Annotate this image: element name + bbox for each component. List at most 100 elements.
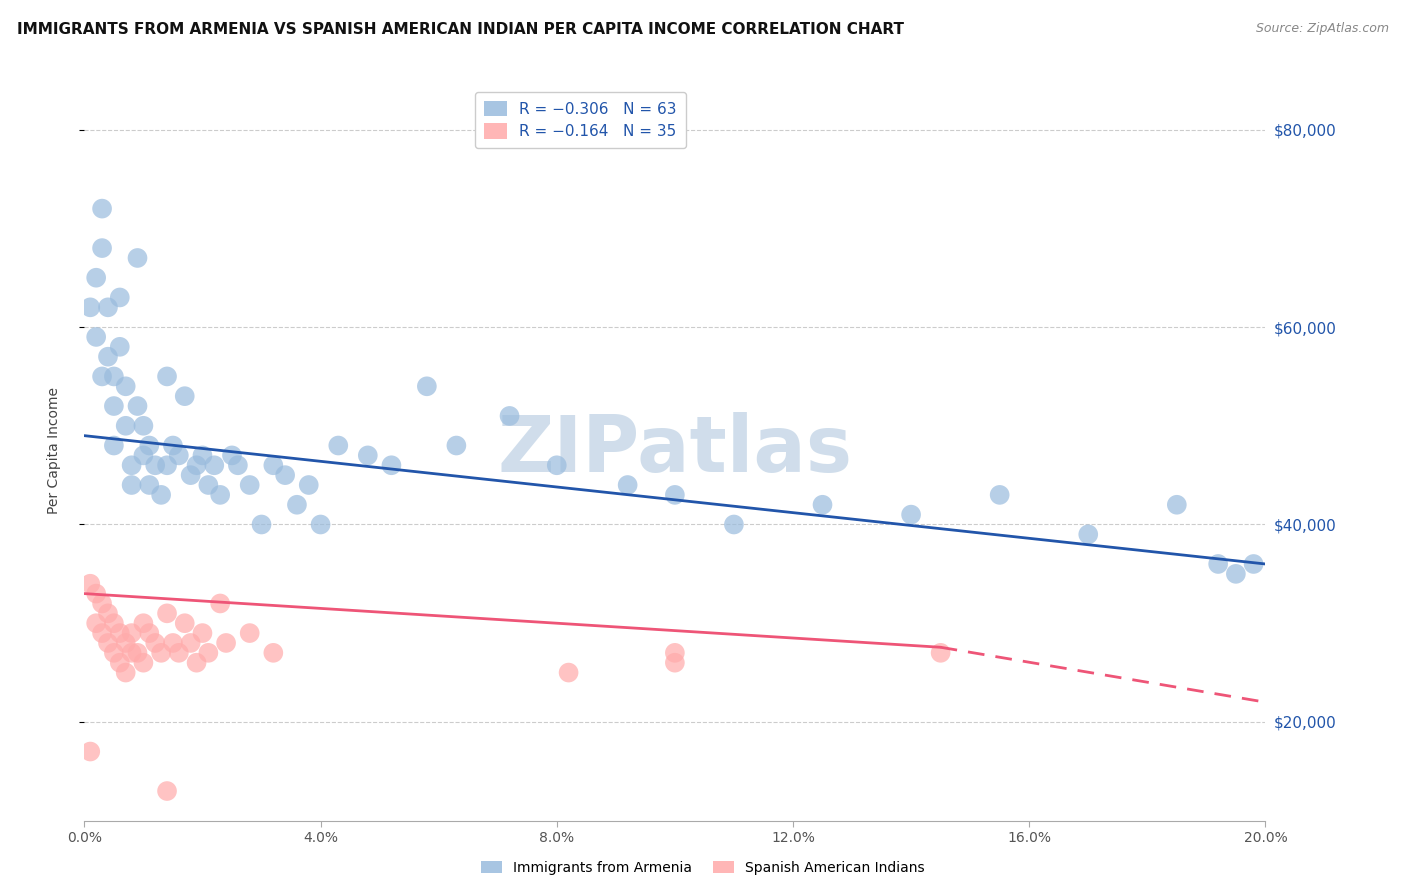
Point [380, 458, 402, 473]
Point [215, 636, 238, 650]
Point [173, 616, 195, 631]
Point [298, 478, 321, 492]
Point [97, 350, 120, 364]
Point [121, 478, 143, 492]
Point [1243, 557, 1265, 571]
Point [132, 449, 155, 463]
Point [132, 656, 155, 670]
Point [186, 458, 208, 473]
Point [121, 458, 143, 473]
Point [162, 636, 184, 650]
Point [191, 626, 214, 640]
Point [103, 438, 125, 452]
Point [156, 458, 179, 473]
Point [557, 665, 579, 680]
Point [197, 478, 219, 492]
Point [79, 745, 101, 759]
Point [156, 784, 179, 798]
Point [723, 517, 745, 532]
Point [114, 636, 136, 650]
Point [79, 301, 101, 315]
Point [167, 646, 190, 660]
Point [108, 340, 131, 354]
Point [416, 379, 439, 393]
Point [664, 488, 686, 502]
Point [285, 498, 308, 512]
Point [121, 646, 143, 660]
Point [929, 646, 952, 660]
Point [132, 418, 155, 433]
Point [274, 468, 297, 483]
Point [84, 270, 107, 285]
Point [167, 449, 190, 463]
Point [156, 607, 179, 621]
Point [239, 626, 262, 640]
Point [127, 399, 149, 413]
Point [988, 488, 1011, 502]
Point [91, 369, 114, 384]
Y-axis label: Per Capita Income: Per Capita Income [46, 387, 60, 514]
Point [150, 646, 173, 660]
Point [138, 478, 160, 492]
Point [127, 251, 149, 265]
Point [1166, 498, 1188, 512]
Point [91, 241, 114, 255]
Point [1206, 557, 1229, 571]
Point [108, 290, 131, 304]
Point [103, 369, 125, 384]
Point [546, 458, 568, 473]
Point [357, 449, 380, 463]
Point [97, 301, 120, 315]
Point [328, 438, 350, 452]
Point [209, 488, 232, 502]
Point [498, 409, 520, 423]
Point [221, 449, 243, 463]
Point [138, 438, 160, 452]
Text: ZIPatlas: ZIPatlas [498, 412, 852, 489]
Point [197, 646, 219, 660]
Point [226, 458, 249, 473]
Point [103, 399, 125, 413]
Point [156, 369, 179, 384]
Point [900, 508, 922, 522]
Point [138, 626, 160, 640]
Point [127, 646, 149, 660]
Point [143, 636, 166, 650]
Point [91, 202, 114, 216]
Text: Source: ZipAtlas.com: Source: ZipAtlas.com [1256, 22, 1389, 36]
Point [186, 656, 208, 670]
Point [1077, 527, 1099, 541]
Point [664, 646, 686, 660]
Point [84, 330, 107, 344]
Point [616, 478, 638, 492]
Point [84, 616, 107, 631]
Point [262, 458, 284, 473]
Point [91, 626, 114, 640]
Point [250, 517, 273, 532]
Point [79, 576, 101, 591]
Point [664, 656, 686, 670]
Point [97, 636, 120, 650]
Point [162, 438, 184, 452]
Point [446, 438, 468, 452]
Point [173, 389, 195, 403]
Point [143, 458, 166, 473]
Point [180, 636, 202, 650]
Point [180, 468, 202, 483]
Point [103, 616, 125, 631]
Point [239, 478, 262, 492]
Point [191, 449, 214, 463]
Point [91, 597, 114, 611]
Point [262, 646, 284, 660]
Point [114, 418, 136, 433]
Point [108, 626, 131, 640]
Point [114, 665, 136, 680]
Text: IMMIGRANTS FROM ARMENIA VS SPANISH AMERICAN INDIAN PER CAPITA INCOME CORRELATION: IMMIGRANTS FROM ARMENIA VS SPANISH AMERI… [17, 22, 904, 37]
Point [202, 458, 225, 473]
Point [103, 646, 125, 660]
Point [114, 379, 136, 393]
Point [811, 498, 834, 512]
Point [121, 626, 143, 640]
Point [150, 488, 173, 502]
Point [108, 656, 131, 670]
